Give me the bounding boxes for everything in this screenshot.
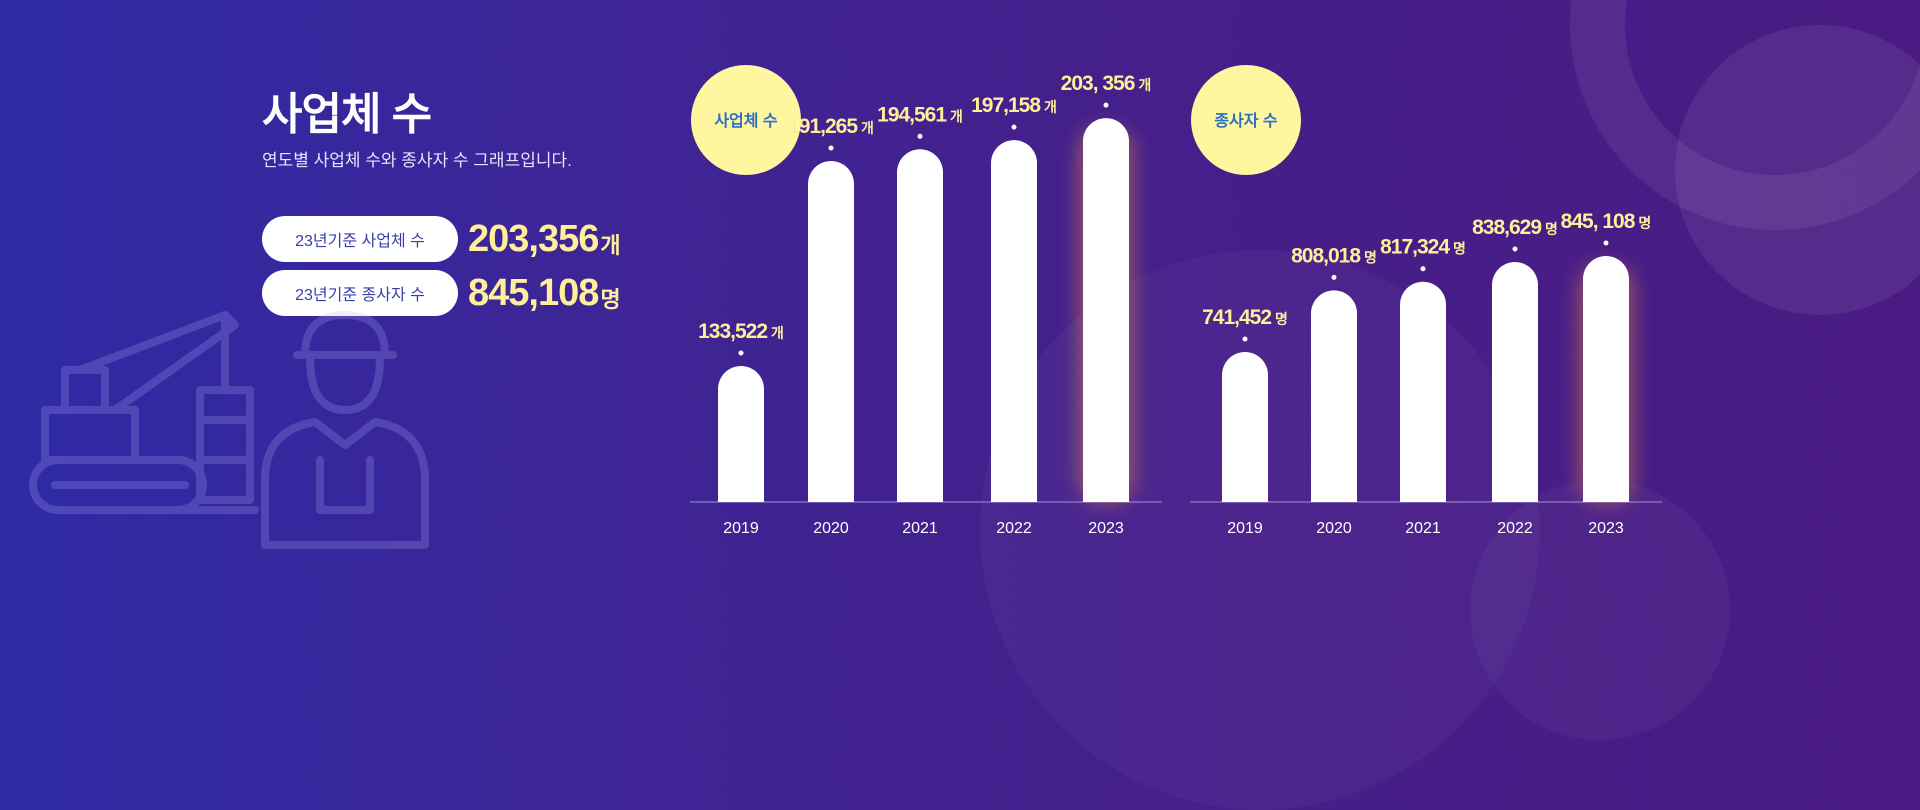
data-label: 817,324 명 (1380, 236, 1466, 259)
data-label-unit: 개 (950, 108, 963, 124)
bar-dot (917, 133, 923, 139)
bar (1222, 352, 1268, 502)
x-tick-label: 2019 (723, 520, 759, 537)
bar (1583, 256, 1629, 502)
data-label-value: 838,629 (1472, 216, 1541, 239)
data-label-unit: 명 (1638, 215, 1651, 231)
bar-dot (1603, 240, 1609, 246)
bar-dot (1512, 246, 1518, 252)
data-label-unit: 명 (1275, 311, 1288, 327)
bar (991, 140, 1037, 502)
bar-dot (1103, 102, 1109, 108)
bar-dot (1420, 266, 1426, 272)
stat-unit: 명 (600, 287, 621, 312)
data-label: 845, 108 명 (1561, 210, 1652, 233)
data-label-unit: 개 (1044, 99, 1057, 115)
x-tick-label: 2020 (813, 520, 849, 537)
stat-label-pill: 23년기준 사업체 수 (262, 216, 458, 262)
stat-value: 203,356 (468, 217, 599, 260)
x-tick-label: 2022 (996, 520, 1032, 537)
stat-value: 845,108 (468, 271, 599, 314)
data-label-value: 203, 356 (1061, 72, 1135, 95)
data-label: 133,522 개 (698, 320, 784, 343)
page-subtitle: 연도별 사업체 수와 종사자 수 그래프입니다. (262, 151, 572, 170)
chart-badge-label: 종사자 수 (1214, 112, 1278, 130)
data-label: 191,265 개 (788, 115, 874, 138)
bar (1400, 281, 1446, 502)
bar (897, 149, 943, 502)
bar (1311, 290, 1357, 502)
chart-badge (1191, 65, 1301, 175)
worker-icon (261, 311, 429, 549)
data-label-unit: 명 (1545, 221, 1558, 237)
bar (1083, 118, 1129, 503)
illustration (29, 311, 429, 549)
data-label-unit: 개 (1138, 77, 1151, 93)
data-label-value: 845, 108 (1561, 210, 1636, 233)
stat-unit: 개 (600, 233, 621, 258)
x-tick-label: 2021 (1405, 520, 1441, 537)
stat-business-count: 23년기준 사업체 수 203,356 개 (262, 216, 621, 262)
bar-dot (828, 145, 834, 151)
data-label-unit: 개 (861, 120, 874, 136)
data-label-value: 817,324 (1380, 236, 1450, 259)
data-label-value: 191,265 (788, 115, 858, 138)
bar (808, 161, 854, 503)
data-label-unit: 명 (1364, 249, 1377, 265)
stat-employee-count: 23년기준 종사자 수 845,108 명 (262, 270, 621, 316)
chart-badge (691, 65, 801, 175)
bar-dot (1011, 124, 1017, 130)
bar (1492, 262, 1538, 502)
stat-label-pill: 23년기준 종사자 수 (262, 270, 458, 316)
data-label-value: 197,158 (971, 94, 1041, 117)
bar (718, 366, 764, 502)
data-label-unit: 명 (1453, 241, 1466, 257)
data-label-value: 194,561 (877, 103, 947, 126)
data-label: 197,158 개 (971, 94, 1057, 117)
x-tick-label: 2020 (1316, 520, 1352, 537)
page-title: 사업체 수 (262, 90, 432, 139)
bar-dot (1242, 336, 1248, 342)
data-label-value: 133,522 (698, 320, 767, 343)
data-label: 194,561 개 (877, 103, 963, 126)
data-label-value: 808,018 (1291, 244, 1361, 267)
bar-dot (738, 350, 744, 356)
x-tick-label: 2021 (902, 520, 938, 537)
x-tick-label: 2023 (1088, 520, 1124, 537)
data-label: 203, 356 개 (1061, 72, 1152, 95)
data-label: 741,452 명 (1202, 306, 1288, 329)
data-label-value: 741,452 (1202, 306, 1271, 329)
data-label-unit: 개 (771, 325, 784, 341)
bar-dot (1331, 274, 1337, 280)
data-label: 838,629 명 (1472, 216, 1558, 239)
crane-icon (29, 311, 259, 514)
chart-badge-label: 사업체 수 (714, 112, 778, 130)
x-tick-label: 2019 (1227, 520, 1263, 537)
x-tick-label: 2022 (1497, 520, 1533, 537)
data-label: 808,018 명 (1291, 244, 1377, 267)
x-tick-label: 2023 (1588, 520, 1624, 537)
